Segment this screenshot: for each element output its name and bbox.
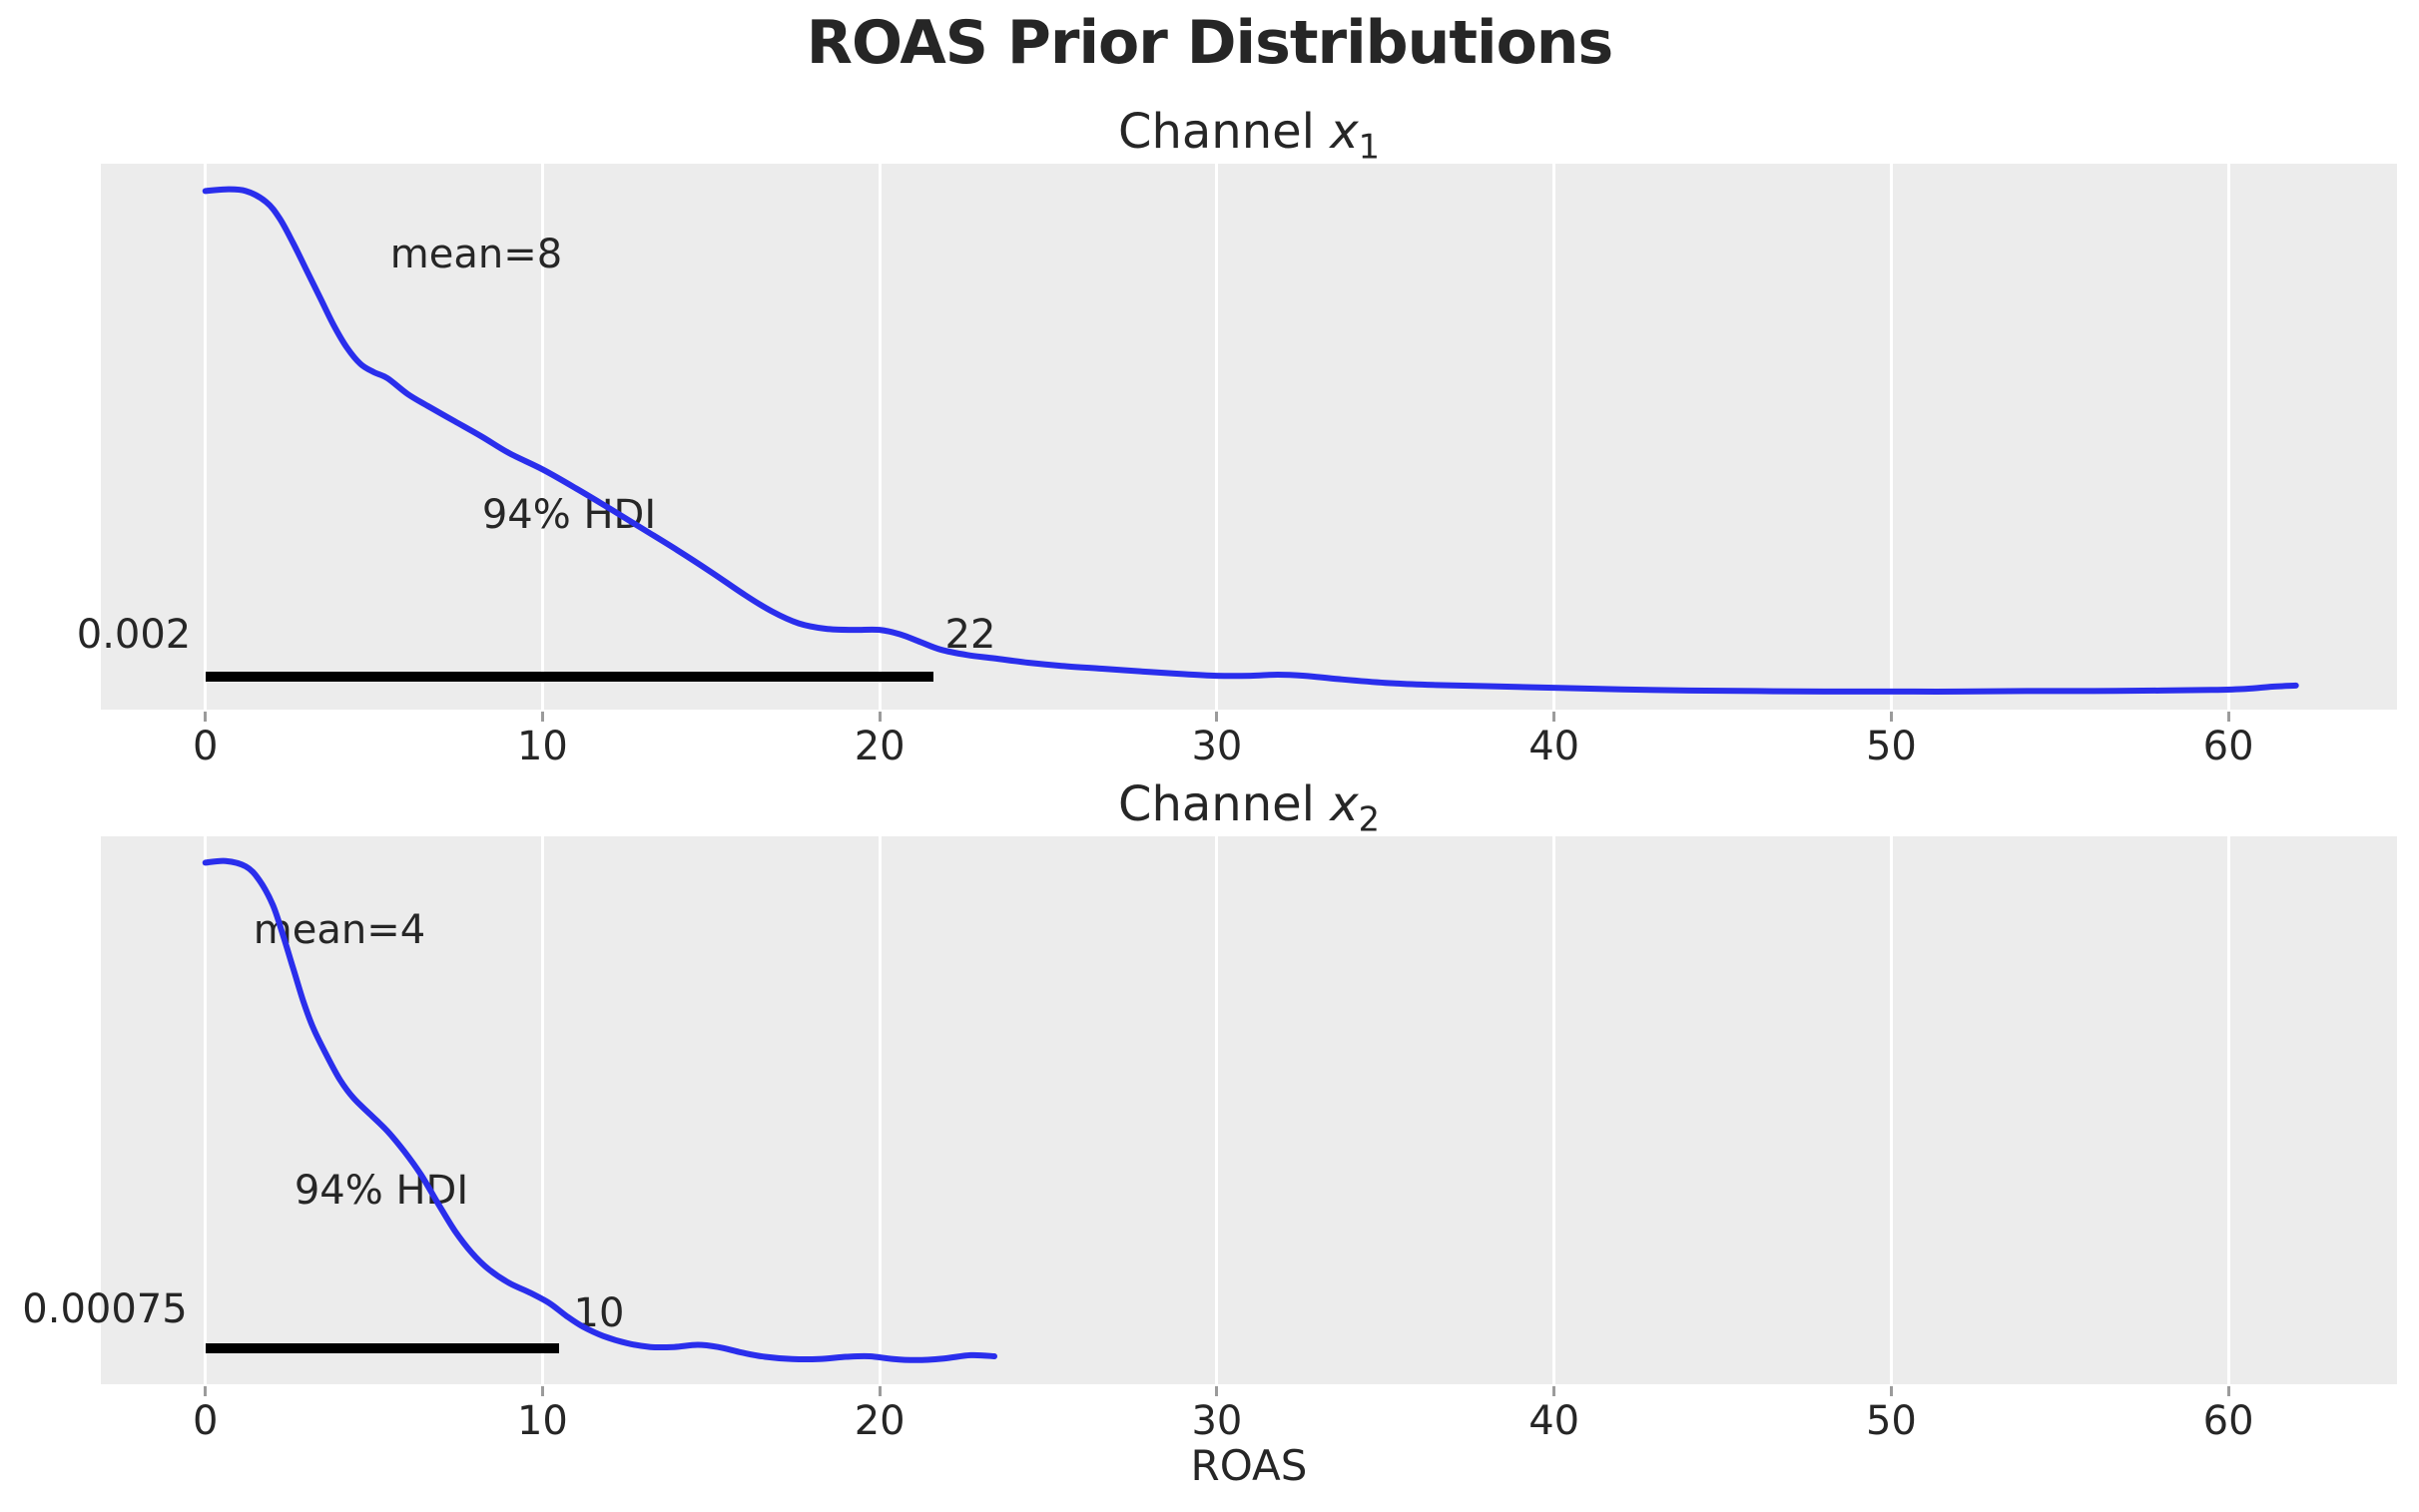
kde-curve-canvas bbox=[202, 186, 2299, 695]
kde-curve bbox=[202, 857, 997, 1363]
x-tick-label: 20 bbox=[854, 724, 906, 769]
gridline-x40 bbox=[1552, 164, 1556, 710]
gridline-x60 bbox=[2226, 164, 2230, 710]
x-tick-label: 30 bbox=[1191, 724, 1243, 769]
x-tick-mark bbox=[878, 1386, 882, 1396]
x-tick-label: 0 bbox=[192, 724, 219, 769]
x-tick-label: 20 bbox=[854, 1398, 906, 1444]
x-tick-mark bbox=[2226, 712, 2230, 722]
x-tick-label: 40 bbox=[1528, 1398, 1580, 1444]
x-tick-mark bbox=[878, 712, 882, 722]
gridline-x0 bbox=[204, 836, 208, 1384]
subplot2-plot-area: mean=4 94% HDI 0.00075 10 bbox=[22, 836, 2397, 1384]
subplot1-title: Channel x1 bbox=[101, 104, 2397, 167]
gridline-x40 bbox=[1552, 836, 1556, 1384]
x-tick-label: 10 bbox=[516, 1398, 568, 1444]
gridline-x10 bbox=[540, 836, 544, 1384]
subplot2-title: Channel x2 bbox=[101, 776, 2397, 839]
x-tick-label: 40 bbox=[1528, 724, 1580, 769]
x-axis-label: ROAS bbox=[1190, 1441, 1308, 1490]
x-tick-mark bbox=[540, 1386, 544, 1396]
subplot1-title-variable: x bbox=[1330, 104, 1359, 160]
x-tick-label: 10 bbox=[516, 724, 568, 769]
x-tick-mark bbox=[1889, 1386, 1893, 1396]
x-tick-label: 0 bbox=[192, 1398, 219, 1444]
kde-curve-canvas bbox=[202, 857, 997, 1363]
subplot1-plot-area: mean=8 94% HDI 0.002 22 bbox=[77, 164, 2397, 710]
subplot1-title-subscript: 1 bbox=[1358, 127, 1381, 167]
gridline-x30 bbox=[1215, 164, 1219, 710]
x-tick-label: 60 bbox=[2202, 724, 2254, 769]
gridline-x30 bbox=[1215, 836, 1219, 1384]
kde-curve bbox=[202, 186, 2299, 695]
gridline-x0 bbox=[204, 164, 208, 710]
subplot1-x-axis: 0 10 20 30 40 50 60 bbox=[101, 710, 2397, 769]
subplot2-title-subscript: 2 bbox=[1358, 799, 1381, 839]
x-tick-label: 50 bbox=[1865, 1398, 1917, 1444]
subplot1-hdi-annotation: 94% HDI bbox=[481, 492, 657, 538]
x-tick-mark bbox=[1552, 1386, 1556, 1396]
x-tick-mark bbox=[1889, 712, 1893, 722]
gridline-x50 bbox=[1889, 164, 1893, 710]
hdi-bar bbox=[205, 1342, 560, 1353]
subplot2-title-prefix: Channel bbox=[1117, 776, 1331, 832]
subplot2-x-axis: 0 10 20 30 40 50 60 bbox=[101, 1384, 2397, 1444]
x-tick-mark bbox=[540, 712, 544, 722]
subplot1-hdi-low-label: 0.002 bbox=[76, 612, 192, 658]
x-tick-mark bbox=[1552, 712, 1556, 722]
x-tick-mark bbox=[1215, 712, 1219, 722]
x-tick-label: 50 bbox=[1865, 724, 1917, 769]
subplot1-title-prefix: Channel bbox=[1117, 104, 1331, 160]
x-tick-mark bbox=[2226, 1386, 2230, 1396]
gridline-x20 bbox=[878, 164, 882, 710]
gridline-x60 bbox=[2226, 836, 2230, 1384]
gridline-x20 bbox=[878, 836, 882, 1384]
x-tick-label: 60 bbox=[2202, 1398, 2254, 1444]
hdi-bar bbox=[205, 672, 934, 683]
x-tick-mark bbox=[204, 1386, 208, 1396]
subplot2-hdi-low-label: 0.00075 bbox=[22, 1286, 188, 1332]
subplot1-mean-annotation: mean=8 bbox=[389, 232, 563, 277]
subplot2-title-variable: x bbox=[1330, 776, 1359, 832]
x-tick-label: 30 bbox=[1191, 1398, 1243, 1444]
figure-title: ROAS Prior Distributions bbox=[806, 8, 1613, 78]
x-tick-mark bbox=[204, 712, 208, 722]
x-tick-mark bbox=[1215, 1386, 1219, 1396]
gridline-x10 bbox=[540, 164, 544, 710]
gridline-x50 bbox=[1889, 836, 1893, 1384]
